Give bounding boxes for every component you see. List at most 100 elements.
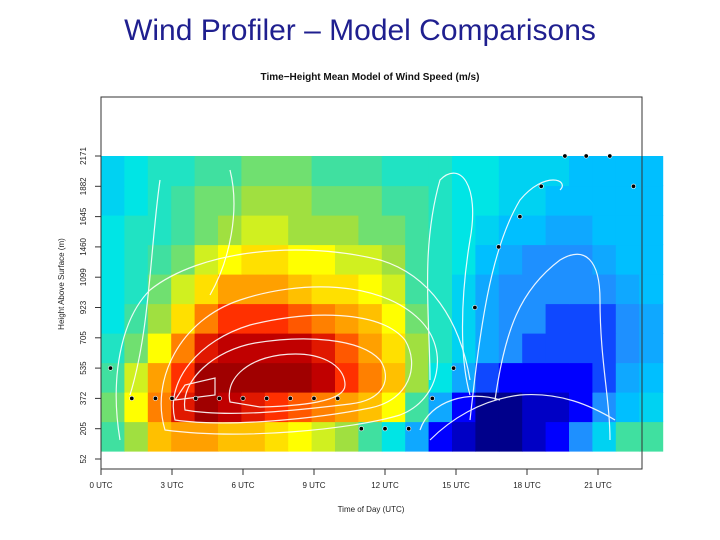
heatmap-cell (615, 215, 640, 246)
heatmap-cell (358, 215, 383, 246)
heatmap-cell (522, 333, 547, 364)
contour-line (429, 393, 616, 441)
heatmap-cell (615, 185, 640, 216)
heatmap-cell (147, 333, 172, 364)
x-tick-label: 18 UTC (513, 481, 541, 490)
heatmap-cell (335, 156, 359, 187)
heatmap-cell (615, 274, 640, 305)
heatmap-cell (592, 333, 617, 364)
heatmap-cell (592, 303, 617, 334)
heatmap-cell (241, 215, 266, 246)
x-axis: 0 UTC 3 UTC 6 UTC 9 UTC 12 UTC 15 UTC 18 UTC 21… (89, 468, 612, 490)
contour-line (419, 395, 501, 431)
heatmap-cell (358, 362, 383, 393)
heatmap-cell (498, 156, 523, 187)
heatmap-cell (101, 156, 125, 187)
y-tick-label: 1645 (79, 207, 88, 225)
heatmap-cell (124, 185, 149, 216)
heatmap-cell (475, 303, 500, 334)
heatmap-cell (335, 215, 359, 246)
heatmap-cell (545, 421, 570, 452)
data-point (472, 304, 478, 310)
contour-line (469, 179, 563, 421)
heatmap-cell (405, 215, 430, 246)
heatmap-cell (592, 392, 617, 423)
heatmap-cell (615, 244, 640, 275)
heatmap-cell (639, 274, 664, 305)
heatmap-cell (615, 333, 640, 364)
heatmap-cell (405, 185, 430, 216)
data-point (311, 395, 317, 401)
heatmap-cell (615, 362, 640, 393)
heatmap-cell (428, 274, 453, 305)
heatmap-cell (218, 392, 242, 423)
heatmap-cell (615, 156, 640, 187)
heatmap-cell (171, 215, 196, 246)
heatmap-cell (522, 303, 547, 334)
heatmap-cell (101, 215, 125, 246)
y-tick-label: 535 (79, 361, 88, 375)
heatmap-cell (522, 156, 547, 187)
heatmap-cell (218, 421, 242, 452)
data-point (429, 395, 435, 401)
heatmap-cell (452, 303, 476, 334)
y-tick-label: 1460 (79, 237, 88, 255)
x-axis-label: Time of Day (UTC) (338, 505, 405, 514)
heatmap-cell (241, 185, 266, 216)
heatmap-cell (124, 274, 149, 305)
heatmap-cell (335, 185, 359, 216)
heatmap-cell (101, 303, 125, 334)
heatmap-cell (545, 156, 570, 187)
heatmap-cell (311, 421, 336, 452)
heatmap-cell (381, 392, 406, 423)
heatmap-cell (405, 421, 430, 452)
heatmap-cell (101, 362, 125, 393)
heatmap-cell (218, 333, 242, 364)
slide-title: Wind Profiler – Model Comparisons (124, 14, 596, 47)
heatmap-cell (545, 303, 570, 334)
heatmap-cell (592, 274, 617, 305)
data-point (216, 395, 222, 401)
heatmap-cell (335, 303, 359, 334)
heatmap-cell (592, 156, 617, 187)
heatmap-cell (124, 333, 149, 364)
heatmap-cell (639, 362, 664, 393)
heatmap-cell (639, 392, 664, 423)
heatmap-cell (639, 303, 664, 334)
data-point (193, 395, 199, 401)
chart-title: Time−Height Mean Model of Wind Speed (m/… (261, 72, 480, 83)
heatmap-cell (358, 185, 383, 216)
data-point (538, 183, 544, 189)
data-point (630, 183, 636, 189)
heatmap-cell (147, 185, 172, 216)
heatmap-cell (264, 362, 289, 393)
y-axis-label: Height Above Surface (m) (57, 238, 66, 330)
heatmap-cell (475, 274, 500, 305)
heatmap-cell (522, 274, 547, 305)
heatmap-cell (569, 421, 593, 452)
heatmap-cell (569, 274, 593, 305)
heatmap-cell (101, 244, 125, 275)
heatmap-cell (498, 274, 523, 305)
heatmap-cell (194, 421, 219, 452)
heatmap-cell (545, 274, 570, 305)
heatmap-cell (381, 333, 406, 364)
data-point (382, 426, 388, 432)
contour-line (209, 169, 235, 296)
y-tick-label: 2171 (79, 147, 88, 165)
data-point (517, 214, 523, 220)
y-tick-label: 1099 (79, 268, 88, 286)
heatmap-cell (288, 185, 313, 216)
heatmap-cell (124, 244, 149, 275)
data-point (358, 426, 364, 432)
data-point (129, 395, 135, 401)
data-point (108, 365, 114, 371)
heatmap-cell (288, 333, 313, 364)
heatmap-cell (545, 362, 570, 393)
heatmap-cell (569, 362, 593, 393)
heatmap-cell (475, 156, 500, 187)
y-axis: 52 205 372 535 705 923 1099 1460 1645 1882 2171 (79, 147, 102, 463)
heatmap-cell (264, 185, 289, 216)
heatmap-cell (264, 333, 289, 364)
